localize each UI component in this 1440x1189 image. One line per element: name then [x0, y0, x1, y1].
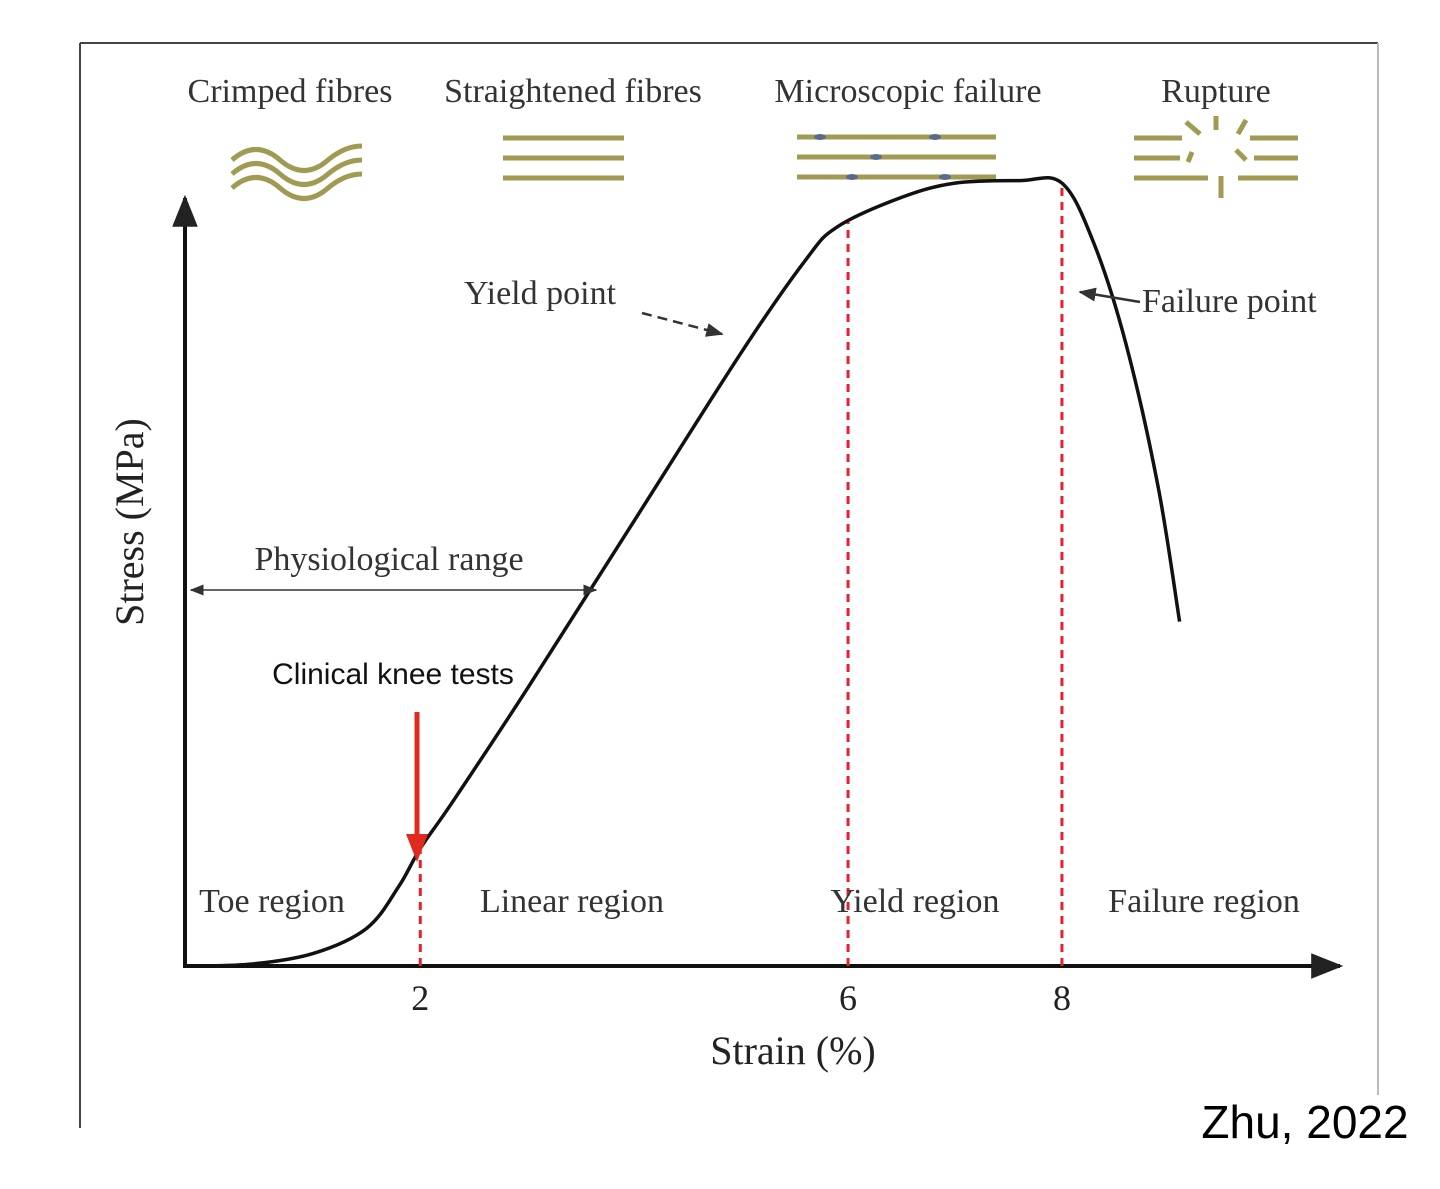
region-boundaries [418, 183, 1064, 966]
yield-point-arrow [641, 311, 724, 337]
failure-point-label: Failure point [1142, 283, 1317, 320]
fibre-state-label-straightened: Straightened fibres [444, 73, 702, 110]
fibre-state-label-rupture: Rupture [1161, 73, 1271, 110]
citation: Zhu, 2022 [1201, 1096, 1408, 1148]
stress-strain-curve [184, 175, 1182, 968]
yield-point-label: Yield point [464, 275, 617, 312]
region-label-failure: Failure region [1108, 883, 1300, 920]
fibre-state-label-microscopic-failure: Microscopic failure [774, 73, 1041, 110]
y-axis-title: Stress (MPa) [107, 418, 152, 626]
figure-frame [79, 42, 1379, 1128]
physiological-range-label: Physiological range [254, 541, 523, 578]
fibre-state-label-crimped: Crimped fibres [188, 73, 393, 110]
clinical-knee-tests-arrow [406, 712, 428, 862]
region-label-yield: Yield region [830, 883, 999, 920]
rupture-illustration [1134, 116, 1298, 198]
failure-point-arrow [1078, 287, 1141, 304]
x-tick-label: 2 [411, 978, 429, 1018]
axes [172, 194, 1344, 979]
x-tick-label: 6 [839, 978, 857, 1018]
x-tick-labels: 2 6 8 [411, 978, 1071, 1018]
x-axis-title: Strain (%) [710, 1028, 876, 1073]
microscopic-failure-illustration [797, 134, 996, 180]
x-tick-label: 8 [1053, 978, 1071, 1018]
region-label-linear: Linear region [480, 883, 664, 920]
straightened-fibres-illustration [503, 135, 624, 181]
crimped-fibres-illustration [230, 143, 363, 201]
clinical-knee-tests-label: Clinical knee tests [272, 658, 514, 691]
region-label-toe: Toe region [199, 883, 345, 920]
